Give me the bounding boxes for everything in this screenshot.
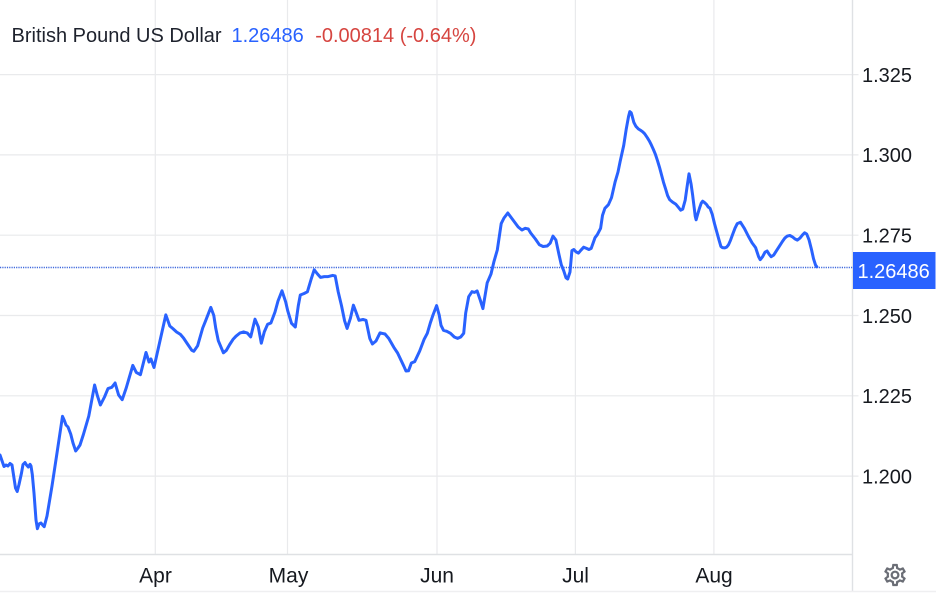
svg-text:Aug: Aug [695,565,732,588]
svg-text:1.26486: 1.26486 [858,261,930,283]
svg-text:Apr: Apr [139,565,172,588]
svg-text:May: May [269,565,309,588]
svg-text:1.325: 1.325 [862,65,912,87]
svg-text:Jun: Jun [420,565,454,588]
svg-text:1.225: 1.225 [862,386,912,408]
svg-text:1.26486: 1.26486 [232,25,304,47]
svg-text:-0.00814 (-0.64%): -0.00814 (-0.64%) [315,25,476,47]
svg-text:Jul: Jul [562,565,589,588]
svg-text:1.200: 1.200 [862,466,912,488]
svg-text:1.250: 1.250 [862,306,912,328]
svg-text:British Pound US Dollar: British Pound US Dollar [12,25,222,47]
svg-text:1.300: 1.300 [862,145,912,167]
svg-text:1.275: 1.275 [862,226,912,248]
